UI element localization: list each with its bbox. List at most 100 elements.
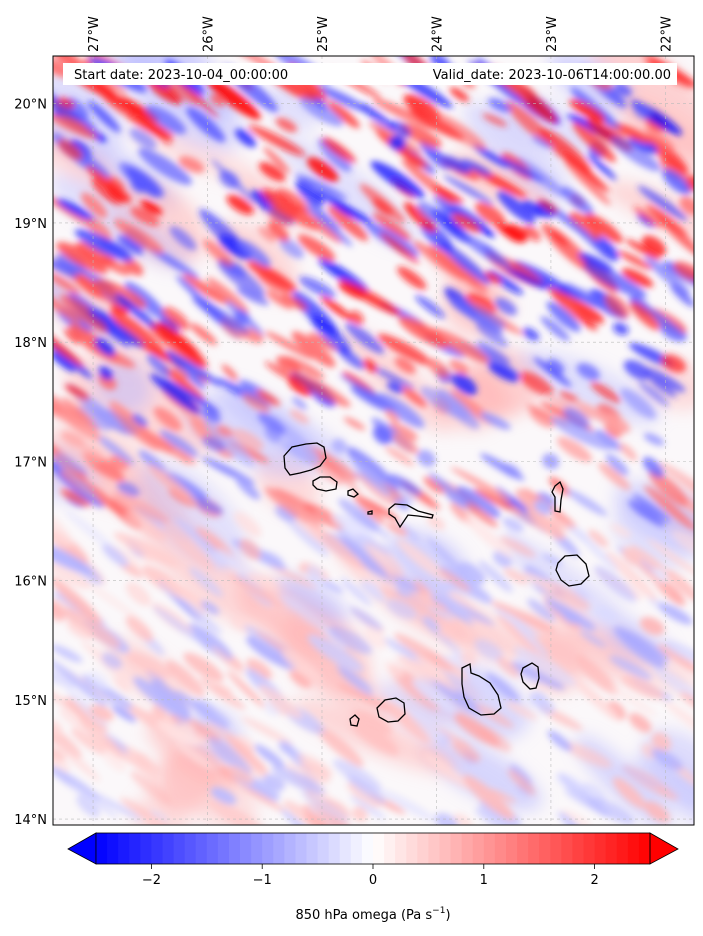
- colorbar-bin: [605, 833, 618, 864]
- field-streak: [331, 438, 347, 454]
- field-streak: [281, 294, 308, 311]
- field-streak: [53, 114, 98, 139]
- colorbar-extend-low: [67, 832, 97, 865]
- island-boa-vista: [555, 554, 590, 587]
- field-streak: [499, 536, 536, 558]
- colorbar-bin: [295, 833, 308, 864]
- field-streak: [203, 419, 255, 467]
- field-streak: [610, 523, 632, 538]
- lat-tick-label: 15°N: [14, 694, 47, 709]
- omega-field-streaks: [53, 56, 694, 825]
- field-streak: [497, 191, 536, 225]
- field-streak: [315, 725, 364, 767]
- field-streak: [293, 372, 351, 408]
- field-streak: [350, 721, 400, 756]
- colorbar-bin: [140, 833, 152, 864]
- field-streak: [433, 679, 482, 715]
- field-streak: [651, 748, 683, 771]
- field-streak: [80, 192, 108, 219]
- field-streak: [502, 517, 524, 533]
- field-streak: [206, 77, 261, 120]
- field-streak: [53, 351, 76, 372]
- field-streak: [56, 742, 101, 782]
- field-streak: [276, 188, 310, 214]
- colorbar-bin: [417, 833, 429, 864]
- field-streak: [593, 106, 621, 130]
- field-streak: [505, 267, 547, 290]
- field-streak: [478, 560, 513, 593]
- field-streak: [428, 606, 455, 622]
- colorbar-bin: [240, 833, 252, 864]
- field-streak: [275, 117, 298, 133]
- field-streak: [125, 582, 152, 606]
- field-streak: [327, 100, 360, 129]
- field-streak: [164, 472, 208, 500]
- field-streak: [146, 353, 171, 377]
- field-streak: [225, 734, 269, 774]
- field-streak: [643, 433, 665, 446]
- field-streak: [388, 473, 422, 496]
- field-streak: [228, 765, 254, 785]
- field-streak: [268, 564, 318, 589]
- field-streak: [263, 146, 291, 174]
- field-streak: [278, 806, 316, 825]
- field-streak: [465, 503, 498, 528]
- field-streak: [464, 516, 514, 559]
- field-streak: [291, 331, 336, 368]
- field-streak: [124, 511, 168, 541]
- field-streak: [540, 316, 570, 342]
- island-sal: [551, 480, 564, 513]
- field-streak: [70, 728, 106, 755]
- field-streak: [369, 365, 415, 390]
- field-streak: [352, 806, 368, 822]
- field-streak: [665, 569, 694, 602]
- field-streak: [661, 354, 687, 373]
- field-streak: [392, 433, 419, 455]
- field-streak: [169, 226, 197, 251]
- field-streak: [426, 515, 446, 530]
- colorbar-bin: [638, 833, 651, 864]
- lat-tick-label: 19°N: [14, 217, 47, 232]
- field-streak: [590, 381, 621, 404]
- field-streak: [576, 362, 600, 381]
- field-wash: [277, 575, 349, 625]
- field-streak: [394, 633, 454, 671]
- field-streak: [648, 470, 689, 507]
- field-streak: [85, 165, 131, 204]
- field-streak: [53, 324, 84, 367]
- field-streak: [663, 640, 694, 664]
- field-streak: [339, 374, 399, 412]
- latitude-tick-labels: 14°N 15°N 16°N 17°N 18°N 19°N 20°N: [14, 98, 47, 828]
- field-streak: [569, 99, 606, 123]
- field-streak: [109, 401, 160, 451]
- field-streak: [620, 388, 657, 420]
- field-streak: [83, 580, 141, 621]
- field-streak: [637, 214, 655, 228]
- field-streak: [433, 186, 464, 204]
- field-streak: [333, 759, 382, 792]
- field-streak: [304, 811, 329, 825]
- colorbar-bin: [162, 833, 175, 864]
- field-streak: [53, 719, 64, 737]
- field-streak: [129, 128, 157, 150]
- field-streak: [474, 639, 504, 661]
- field-streak: [673, 261, 694, 282]
- field-streak: [321, 580, 344, 594]
- field-streak: [211, 158, 257, 204]
- lon-tick-label: 26°W: [202, 16, 217, 52]
- field-streak: [320, 296, 354, 321]
- field-streak: [321, 137, 356, 163]
- island-santo-antao: [283, 442, 327, 476]
- field-streak: [503, 568, 528, 585]
- lat-tick-label: 20°N: [14, 98, 47, 113]
- field-streak: [577, 227, 602, 252]
- field-streak: [541, 553, 563, 566]
- field-streak: [351, 567, 398, 591]
- field-streak: [126, 652, 173, 679]
- field-streak: [454, 713, 501, 747]
- field-streak: [349, 795, 386, 820]
- colorbar-bin: [627, 833, 640, 864]
- field-streak: [457, 562, 486, 585]
- field-streak: [162, 306, 190, 331]
